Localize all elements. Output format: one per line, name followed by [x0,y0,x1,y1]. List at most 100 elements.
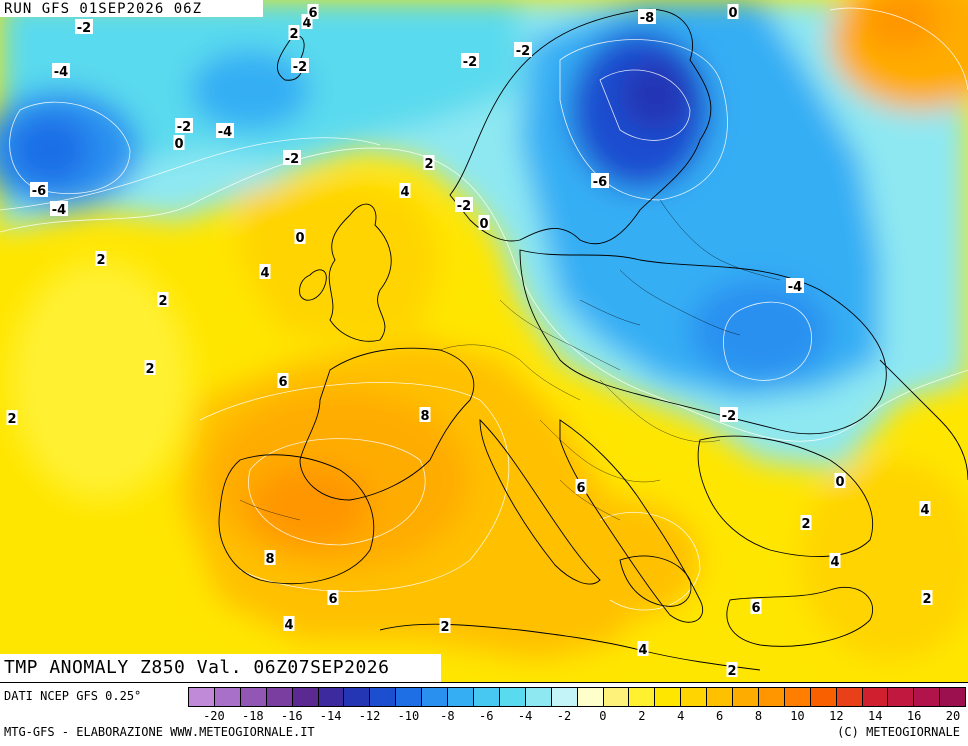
color-scale-swatch [396,688,423,706]
isoline-label-bg [921,590,933,605]
color-scale-swatch [344,688,371,706]
isoline-label: 2 [7,412,16,427]
run-label-box: RUN GFS 01SEP2026 06Z [0,0,263,17]
color-scale-swatch [370,688,397,706]
isoline-label-bg [829,553,841,568]
color-scale-swatch [318,688,345,706]
isoline-label-bg [514,42,532,57]
color-scale-swatch [940,688,966,706]
isoline-label: -2 [177,120,191,135]
isoline-label-bg [175,118,193,133]
color-scale-swatch [810,688,837,706]
isoline-label: -2 [457,199,471,214]
color-scale-tick: 14 [867,709,883,723]
color-scale-swatch [603,688,630,706]
isoline-label-bg [726,662,738,677]
isoline-label: -2 [77,21,91,36]
isoline-label-bg [591,173,609,188]
color-scale-swatch [862,688,889,706]
isoline-label: 2 [922,592,931,607]
isoline-label-bg [638,9,656,24]
color-scale-swatch [499,688,526,706]
isoline-label-bg [750,599,762,614]
color-scale-ticks: -20 -18 -16 -14 -12 -10 -8 -6 -4 -2 0 2 4 6 8 10 12 14 16 2… [188,707,966,727]
color-scale-tick: 20 [945,709,961,723]
color-scale-swatch [448,688,474,706]
legend-footer: DATI NCEP GFS 0.25° -20 -18 -16 -14 -12 -10 -8… [0,682,968,746]
isoline-label: 4 [260,266,269,281]
map-canvas: -2-4-6-4-20-4-224042222688642624264240-2… [0,0,968,682]
color-scale-swatch [655,688,682,706]
isoline-label-bg [30,182,48,197]
isoline-label-bg [575,479,587,494]
color-scale-tick: 4 [677,709,685,723]
isoline-label: 6 [328,592,337,607]
isoline-label: 6 [278,375,287,390]
color-scale-swatch [629,688,656,706]
data-source-label: DATI NCEP GFS 0.25° [4,689,142,703]
isoline-label: -4 [52,203,66,218]
isoline-label: 4 [284,618,293,633]
isoline-label-bg [6,410,18,425]
isoline-label-bg [439,618,451,633]
color-scale-swatch [266,688,293,706]
isoline-label-bg [157,292,169,307]
isotherm-lines [0,7,968,611]
isoline-label-bg [834,473,846,488]
color-scale-tick: -18 [241,709,264,723]
color-scale-swatch [473,688,500,706]
isoline-label: 2 [96,253,105,268]
color-scale-tick: 6 [716,709,724,723]
color-scale-tick: -8 [440,709,455,723]
isoline-label-bg [291,58,309,73]
isoline-label: 2 [440,620,449,635]
isoline-label: -2 [722,409,736,424]
isoline-label-bg [419,407,431,422]
color-scale-swatch [577,688,604,706]
isoline-label: 6 [751,601,760,616]
isoline-label: 2 [145,362,154,377]
isoline-label: -6 [593,175,607,190]
map-title-box: TMP ANOMALY Z850 Val. 06Z07SEP2026 [0,654,441,682]
color-scale-swatch [422,688,449,706]
color-scale-swatch [733,688,759,706]
isoline-label: -2 [285,152,299,167]
isoline-label: 2 [424,157,433,172]
color-scale-tick: 16 [906,709,922,723]
isoline-label-bg [144,360,156,375]
isoline-label: 8 [420,409,429,424]
color-scale-swatch [240,688,267,706]
color-scale-swatch [551,688,578,706]
color-scale-swatch [292,688,319,706]
isoline-label-bg [919,501,931,516]
isoline-label: 6 [308,6,317,21]
isoline-label: 8 [265,552,274,567]
isoline-label-bg [173,135,185,150]
color-scale-bar [188,687,966,707]
color-scale-swatch [681,688,708,706]
color-scale-swatch [784,688,811,706]
color-scale-swatch [525,688,552,706]
color-scale-tick: -12 [358,709,381,723]
isoline-label-bg [52,63,70,78]
color-scale-tick: -6 [478,709,494,723]
isoline-label-bg [95,251,107,266]
political-borders [239,199,781,521]
color-scale-swatch [214,688,241,706]
isoline-label-bg [288,25,300,40]
isoline-label: 0 [174,137,183,152]
isoline-label: 4 [638,643,647,658]
color-scale-tick: -10 [397,709,420,723]
isoline-label: -8 [640,11,654,26]
isoline-label-bg [283,150,301,165]
isoline-label: -2 [516,44,530,59]
isoline-label-bg [75,19,93,34]
isoline-label-bg [277,373,289,388]
isoline-label-bg [461,53,479,68]
coastlines [218,8,968,671]
isoline-label-bg [216,123,234,138]
isoline-label: -4 [54,65,68,80]
isoline-label-bg [294,229,306,244]
color-scale-tick: 0 [599,709,607,723]
color-scale-tick: 12 [829,709,844,723]
